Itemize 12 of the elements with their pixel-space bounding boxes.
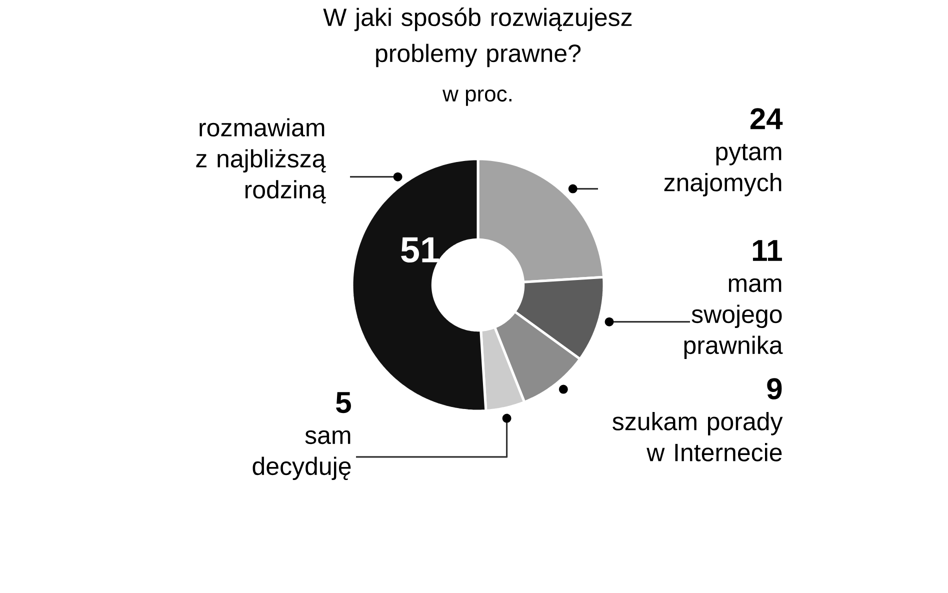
data-label: 9 [767,378,782,400]
slice-label: pytam znajomych [664,144,782,196]
slice-label: sam decyduję [252,430,351,480]
chart-subtitle: w proc. [442,90,512,106]
slice-label: szukam porady w Internecie [612,412,783,462]
data-label: 51 [401,237,440,263]
slice-label: rozmawiam z najbliższą rodziną [196,118,326,204]
data-label: 11 [752,240,782,261]
slice-label: mam swojego prawnika [684,278,783,360]
chart-title: W jaki sposób rozwiązujesz problemy prawne? [323,8,632,68]
data-label: 5 [336,392,351,414]
data-label: 24 [750,108,783,130]
